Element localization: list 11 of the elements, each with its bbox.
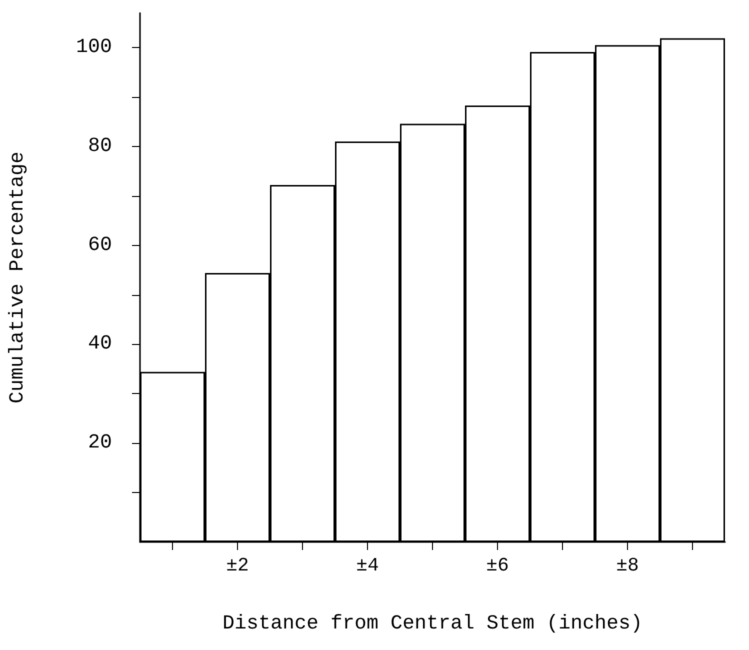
y-axis-title: Cumulative Percentage xyxy=(6,151,30,404)
y-tick-label: 40 xyxy=(88,332,112,356)
x-tick-label: ±8 xyxy=(616,554,639,576)
x-tick-label: ±4 xyxy=(356,554,379,576)
y-tick-label: 80 xyxy=(88,134,112,158)
y-tick-label: 100 xyxy=(76,36,112,60)
y-tick-label: 20 xyxy=(88,432,112,455)
x-axis-title: Distance from Central Stem (inches) xyxy=(222,612,643,636)
y-tick-label: 60 xyxy=(88,234,112,257)
x-tick-label: ±2 xyxy=(226,554,249,576)
x-tick-label: ±6 xyxy=(486,554,509,576)
